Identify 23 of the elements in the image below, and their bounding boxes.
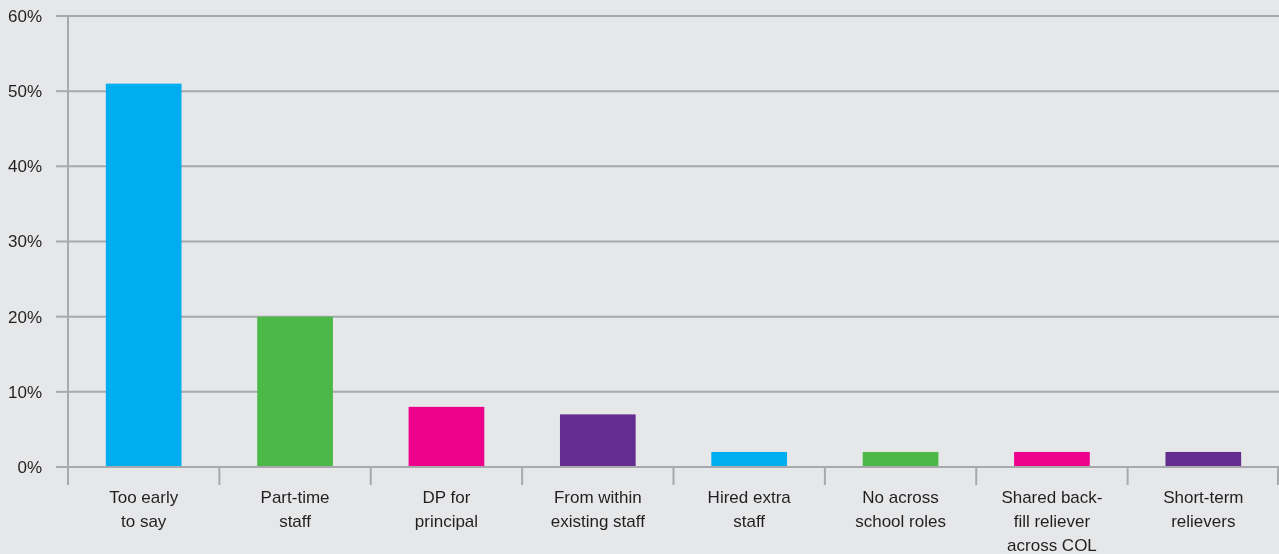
x-tick-label: Part-time staff	[260, 488, 330, 531]
y-tick-label: 10%	[7, 382, 42, 402]
bar	[862, 451, 939, 467]
bar	[711, 451, 788, 467]
bar	[1165, 451, 1242, 467]
bar	[1014, 451, 1090, 467]
y-tick-label: 30%	[7, 232, 42, 252]
x-tick-label: Too early to say	[109, 488, 179, 531]
y-tick-label: 50%	[7, 82, 42, 102]
x-tick-label: DP for principal	[414, 488, 479, 531]
x-tick-label: Hired extra staff	[707, 488, 792, 531]
y-tick-label: 0%	[17, 457, 42, 477]
y-tick-label: 20%	[7, 307, 42, 327]
y-tick-label: 40%	[7, 157, 42, 177]
bar	[408, 406, 485, 467]
bar	[105, 83, 182, 467]
bar	[559, 414, 636, 467]
x-tick-label: Short-term relievers	[1163, 488, 1244, 531]
x-tick-label: No across school roles	[855, 488, 946, 531]
y-tick-label: 60%	[7, 6, 42, 26]
x-tick-label: Shared back- fill reliever across COL	[1001, 488, 1103, 554]
x-tick-label: From within existing staff	[550, 488, 646, 531]
bar	[257, 316, 333, 467]
